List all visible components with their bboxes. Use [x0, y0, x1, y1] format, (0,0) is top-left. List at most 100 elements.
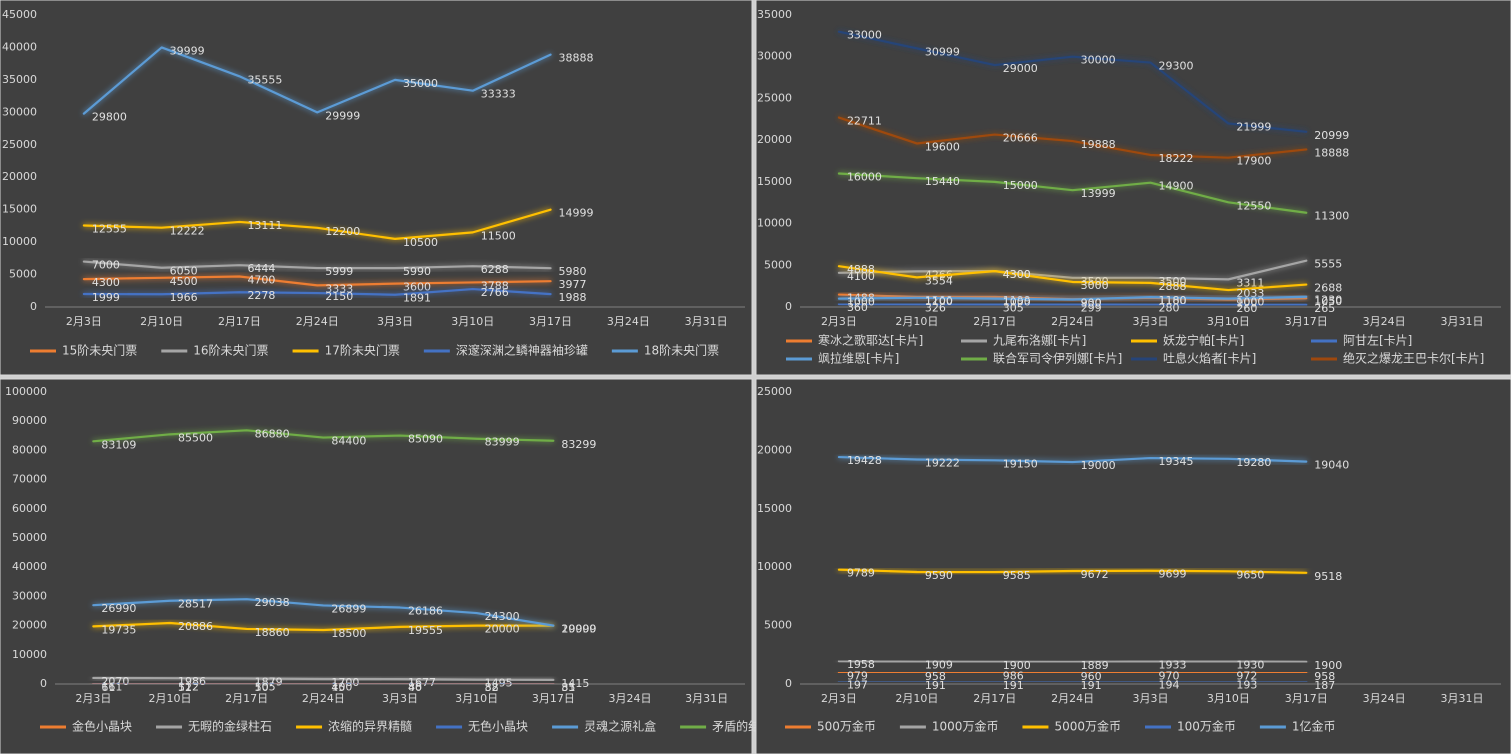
legend-label: 17阶未央门票	[325, 343, 400, 358]
series-line	[837, 30, 1308, 133]
data-label: 11500	[481, 229, 516, 242]
y-tick-label: 20000	[757, 133, 792, 146]
x-tick-label: 2月3日	[75, 692, 111, 705]
data-label: 84400	[331, 435, 366, 448]
data-label: 1700	[331, 676, 359, 689]
y-tick-label: 100000	[5, 385, 47, 398]
data-label: 45	[331, 681, 345, 694]
data-label: 1677	[408, 676, 436, 689]
y-tick-label: 0	[785, 300, 792, 313]
data-label: 35000	[403, 77, 438, 90]
series-line	[837, 568, 1308, 574]
x-tick-label: 2月3日	[821, 692, 857, 705]
y-tick-label: 45000	[2, 8, 37, 21]
data-label: 1909	[925, 659, 953, 672]
panel-background	[0, 0, 753, 376]
y-tick-label: 30000	[757, 50, 792, 63]
x-tick-label: 3月17日	[532, 692, 575, 705]
x-tick-label: 3月31日	[1441, 692, 1484, 705]
chart-panel: 0 10000 20000 30000 40000 50000 60000 70000 8000…	[0, 378, 784, 754]
series-line	[837, 172, 1308, 214]
chart-panel: 0 5000 10000 15000 20000 25000 30000 35000 2月3日 2…	[755, 0, 1511, 376]
y-tick-label: 15000	[757, 502, 792, 515]
y-tick-label: 25000	[2, 138, 37, 151]
x-tick-label: 3月3日	[377, 315, 413, 328]
x-tick-label: 3月10日	[1207, 315, 1250, 328]
data-label: 19280	[1236, 456, 1271, 469]
panel-background	[0, 378, 753, 754]
y-tick-label: 30000	[12, 589, 47, 602]
x-tick-label: 3月31日	[685, 315, 728, 328]
data-label: 2033	[1236, 287, 1264, 300]
data-label: 19735	[101, 623, 136, 636]
series-line	[82, 46, 552, 115]
x-tick-label: 3月17日	[529, 315, 572, 328]
data-label: 38	[485, 681, 499, 694]
x-tick-label: 2月17日	[973, 315, 1016, 328]
data-label: 19600	[925, 140, 960, 153]
x-tick-label: 2月24日	[302, 692, 345, 705]
series-line	[92, 621, 555, 632]
y-tick-label: 70000	[12, 473, 47, 486]
data-label: 12555	[92, 223, 127, 236]
data-label: 972	[1236, 670, 1257, 683]
x-tick-label: 3月3日	[1133, 315, 1169, 328]
legend-label: 无色小晶块	[468, 720, 528, 734]
chart-panel: 0 5000 10000 15000 20000 25000 30000 35000 40000…	[0, 0, 753, 376]
series-line	[82, 275, 552, 287]
data-label: 9518	[1314, 570, 1342, 583]
data-label: 19040	[1314, 459, 1349, 472]
data-label: 1900	[1314, 659, 1342, 672]
data-label: 52	[178, 681, 192, 694]
data-label: 1999	[92, 291, 120, 304]
data-label: 2688	[1314, 282, 1342, 295]
data-label: 2766	[481, 286, 509, 299]
data-label: 19345	[1159, 455, 1194, 468]
x-tick-label: 2月24日	[296, 315, 339, 328]
x-tick-label: 3月24日	[1363, 692, 1406, 705]
data-label: 3333	[325, 282, 353, 295]
data-label: 280	[1159, 302, 1180, 315]
data-label: 1000	[1003, 296, 1031, 309]
data-label: 1986	[178, 675, 206, 688]
y-tick-label: 40000	[2, 40, 37, 53]
y-tick-label: 35000	[2, 73, 37, 86]
y-tick-label: 20000	[2, 170, 37, 183]
data-label: 12550	[1236, 199, 1271, 212]
data-label: 18860	[255, 626, 290, 639]
data-label: 265	[1314, 302, 1335, 315]
data-label: 19150	[1003, 457, 1038, 470]
y-tick-label: 15000	[2, 203, 37, 216]
series-line	[837, 259, 1308, 281]
data-label: 970	[1159, 670, 1180, 683]
data-label: 1415	[561, 677, 589, 690]
data-label: 1180	[1159, 294, 1187, 307]
series-line	[837, 116, 1308, 159]
data-label: 900	[1081, 296, 1102, 309]
data-label: 24300	[485, 610, 520, 623]
x-tick-label: 2月10日	[149, 692, 192, 705]
data-label: 10500	[403, 236, 438, 249]
data-label: 9590	[925, 569, 953, 582]
data-label: 1933	[1159, 658, 1187, 671]
data-label: 2150	[325, 290, 353, 303]
legend-label: 吐息火焰者[卡片]	[1163, 351, 1256, 366]
y-tick-label: 5000	[764, 258, 792, 271]
x-tick-label: 2月24日	[1051, 315, 1094, 328]
legend-label: 灵魂之源礼盒	[584, 719, 656, 734]
y-tick-label: 0	[40, 677, 47, 690]
data-label: 960	[1081, 670, 1102, 683]
series-line	[92, 676, 555, 681]
data-label: 85500	[178, 431, 213, 444]
data-label: 958	[925, 670, 946, 683]
data-label: 986	[1003, 669, 1024, 682]
data-label: 326	[925, 301, 946, 314]
x-tick-label: 2月10日	[895, 315, 938, 328]
x-tick-label: 3月24日	[609, 692, 652, 705]
data-label: 38888	[559, 52, 594, 65]
x-tick-label: 3月3日	[1133, 692, 1169, 705]
data-label: 15440	[925, 175, 960, 188]
legend-label: 18阶未央门票	[644, 343, 719, 358]
series-line	[837, 660, 1308, 664]
data-label: 194	[1159, 679, 1180, 692]
